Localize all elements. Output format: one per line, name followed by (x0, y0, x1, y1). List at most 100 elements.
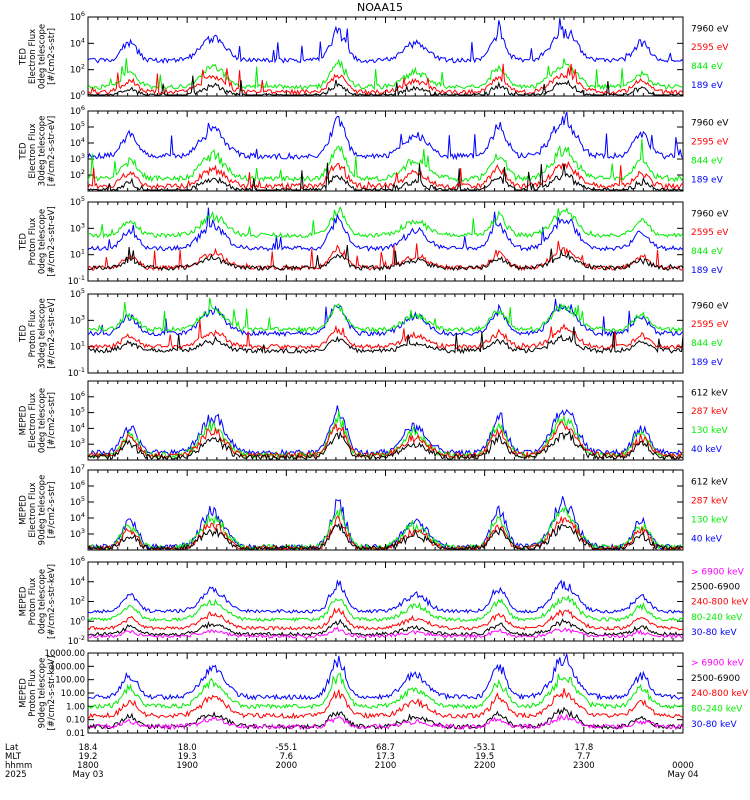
y-tick-label: 107 (70, 463, 85, 476)
legend-entry: > 6900 keV (691, 567, 745, 577)
y-axis-label-line: 0deg telescope (38, 209, 48, 274)
y-tick-exponent: 4 (81, 511, 85, 519)
y-axis-label-line: [#/cm2-s-str] (47, 482, 57, 539)
y-axis-label-line: MEPED (19, 495, 29, 525)
series-30-80-kev (87, 579, 684, 614)
x-column-label: 18.4 (79, 743, 98, 753)
y-tick-exponent: 5 (81, 287, 85, 295)
y-tick-exponent: 6 (81, 479, 85, 487)
y-tick-exponent: 4 (81, 136, 85, 144)
series-7960-ev (87, 75, 684, 97)
legend-entry: > 6900 keV (691, 658, 745, 668)
legend-entry: 7960 eV (691, 118, 729, 128)
x-column-label: -53.1 (474, 743, 496, 753)
legend-entry: 2500-6900 (691, 674, 740, 684)
y-tick-exponent: 6 (81, 390, 85, 398)
y-tick-label: 105 (70, 195, 85, 208)
y-tick-label: 105 (70, 406, 85, 419)
y-tick-label: 103 (70, 527, 85, 540)
y-tick-label: 100 (70, 614, 85, 627)
panel-6: 103 104 105 106 107 MEPED Electron Flux 90deg t… (19, 463, 728, 551)
y-axis-label-line: TED (19, 142, 29, 161)
x-column-label: 19.5 (475, 752, 494, 762)
y-tick-exponent: 3 (81, 313, 85, 321)
y-tick-label: 106 (70, 104, 85, 117)
series-7960-ev (87, 245, 684, 272)
legend-entry: 30-80 keV (691, 628, 737, 638)
legend-entry: 130 keV (691, 426, 728, 436)
y-axis-label-line: 30deg telescope (38, 298, 48, 369)
y-tick-exponent: 5 (81, 195, 85, 203)
legend-entry: 844 eV (691, 339, 724, 349)
panel-frame (87, 652, 684, 734)
y-axis-label-line: MEPED (19, 405, 29, 435)
y-axis-label-line: Proton Flux (28, 218, 38, 266)
y-tick-exponent: 6 (81, 104, 85, 112)
y-tick-label: 10-1 (68, 366, 85, 379)
x-column-label: 7.7 (577, 752, 591, 762)
series-2595-ev (87, 160, 684, 191)
y-tick-label: 104 (70, 36, 85, 49)
y-tick-label: 104 (70, 421, 85, 434)
y-axis-label-line: Proton Flux (28, 578, 38, 626)
x-column-label: 2100 (375, 761, 397, 771)
y-tick-exponent: -1 (79, 366, 85, 374)
y-axis-label-line: 0deg telescope (38, 569, 48, 634)
legend-entry: 2595 eV (691, 228, 729, 238)
series-612-kev (87, 522, 684, 551)
y-tick-label: 100 (70, 89, 85, 102)
y-tick-label: 10.00 (61, 689, 85, 699)
legend-entry: 40 keV (691, 535, 723, 545)
y-tick-exponent: 0 (81, 614, 85, 622)
legend-entry: 844 eV (691, 247, 724, 257)
x-column-label: 2000 (276, 761, 298, 771)
series-189-ev (87, 207, 684, 252)
legend-entry: 2595 eV (691, 138, 729, 148)
y-axis-label-line: [#/cm2-s-str] (47, 28, 57, 85)
y-tick-label: 103 (70, 152, 85, 165)
panel-4: 10-1 101 103 105 TED Proton Flux 30deg telesco… (19, 287, 730, 379)
y-tick-exponent: 1 (81, 340, 85, 348)
y-tick-exponent: 6 (81, 10, 85, 18)
legend-entry: 240-800 keV (691, 689, 749, 699)
legend-entry: 7960 eV (691, 209, 729, 219)
x-column-label: 0000 (672, 761, 694, 771)
y-tick-label: 103 (70, 313, 85, 326)
x-column-label: 19.2 (79, 752, 98, 762)
panel-2: 102 103 104 105 106 TED Electron Flux 30deg tel… (19, 104, 729, 192)
legend-entry: 2595 eV (691, 320, 729, 330)
series-240-800-kev (87, 688, 684, 720)
series-80-240-kev (87, 594, 684, 623)
y-tick-label: 1000.00 (50, 662, 85, 672)
series-189-ev (87, 17, 684, 64)
legend-entry: 287 keV (691, 497, 728, 507)
panel-frame (87, 201, 684, 282)
legend-entry: 240-800 keV (691, 598, 749, 608)
x-column-label: 2300 (573, 761, 595, 771)
x-column-label: 17.3 (376, 752, 395, 762)
y-axis-label-line: [#/cm2-s-str-eV] (47, 298, 57, 368)
series-40-kev (87, 405, 684, 457)
panel-3: 10-1 101 103 105 TED Proton Flux 0deg telescop… (19, 195, 730, 287)
y-axis-label-line: TED (19, 232, 29, 251)
y-axis-label-line: 30deg telescope (38, 116, 48, 187)
y-tick-label: 102 (70, 168, 85, 181)
y-tick-exponent: 7 (81, 463, 85, 471)
y-tick-exponent: 3 (81, 527, 85, 535)
y-axis-label-line: 90deg telescope (38, 658, 48, 729)
legend-entry: 7960 eV (691, 301, 729, 311)
y-tick-label: 104 (70, 575, 85, 588)
y-tick-label: 106 (70, 555, 85, 568)
y-axis-label-line: Proton Flux (28, 669, 38, 717)
series--6900-kev (87, 713, 684, 731)
y-axis-label-line: [#/cm2-s-str-eV] (47, 206, 57, 276)
y-tick-exponent: -1 (79, 274, 85, 282)
y-axis-label-line: Electron Flux (28, 29, 38, 84)
legend-entry: 612 keV (691, 477, 728, 487)
legend-entry: 189 eV (691, 266, 724, 276)
y-tick-label: 106 (70, 390, 85, 403)
y-tick-exponent: 3 (81, 221, 85, 229)
series-7960-ev (87, 326, 684, 355)
